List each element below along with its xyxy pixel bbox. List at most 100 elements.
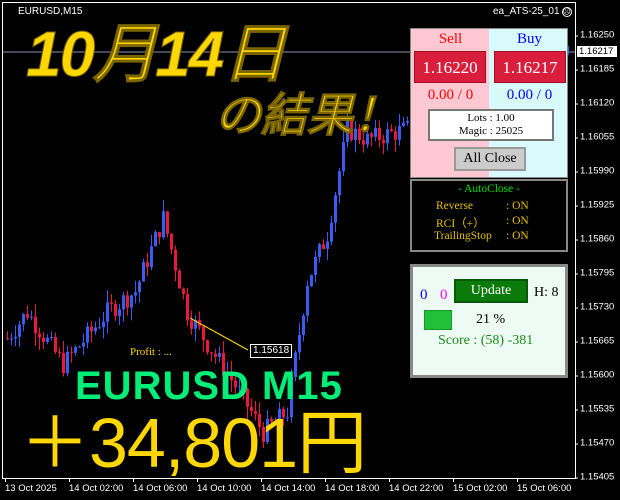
- candle-body: [174, 249, 177, 271]
- candle-body: [286, 417, 289, 419]
- candle-body: [406, 121, 409, 123]
- time-tick: 14 Oct 14:00: [261, 479, 316, 494]
- price-tick: 1.15665: [574, 335, 615, 347]
- trailingstop-value: : ON: [506, 230, 529, 242]
- candle-body: [126, 295, 129, 308]
- candle-body: [74, 347, 77, 353]
- magic-value: Magic : 25025: [458, 125, 524, 137]
- candle-body: [330, 222, 333, 242]
- candle-body: [30, 316, 33, 318]
- price-tick: 1.16250: [574, 29, 615, 41]
- candle-body: [90, 326, 93, 332]
- candle-body: [238, 386, 241, 388]
- current-price-label: 1.16217: [577, 46, 617, 57]
- candle-body: [190, 320, 193, 329]
- candle-body: [322, 244, 325, 249]
- candle-body: [162, 211, 165, 238]
- candle-body: [390, 129, 393, 132]
- h-value: H: 8: [534, 285, 559, 300]
- time-tick: 14 Oct 06:00: [133, 479, 188, 494]
- candle-body: [110, 302, 113, 305]
- autoclose-title: - AutoClose -: [458, 183, 520, 195]
- candle-body: [366, 133, 369, 145]
- candle-body: [6, 338, 9, 340]
- candle-body: [294, 352, 297, 377]
- price-tick: 1.15535: [574, 403, 615, 415]
- sell-header: Sell: [438, 31, 463, 47]
- candle-body: [370, 133, 373, 137]
- time-tick: 14 Oct 18:00: [325, 479, 380, 494]
- ea-name-text: ea_ATS-25_01: [493, 6, 560, 17]
- candle-body: [382, 139, 385, 144]
- candle-body: [314, 256, 317, 275]
- overlay-pair: EURUSD M15: [75, 364, 343, 408]
- buy-button[interactable]: 1.16217: [494, 51, 566, 83]
- candle-body: [226, 373, 229, 376]
- candle-body: [206, 340, 209, 353]
- order-price-label: 1.15618: [250, 344, 293, 358]
- sell-positions: 0.00 / 0: [427, 87, 474, 103]
- candle-body: [254, 411, 257, 414]
- candle-body: [302, 315, 305, 335]
- update-button[interactable]: Update: [454, 279, 528, 303]
- candle-body: [78, 346, 81, 348]
- candle-body: [62, 353, 65, 374]
- time-tick: 14 Oct 22:00: [389, 479, 444, 494]
- price-tick: 1.16185: [574, 63, 615, 75]
- candle-body: [38, 333, 41, 338]
- candle-body: [362, 140, 365, 145]
- reverse-label: Reverse: [436, 200, 474, 212]
- candle-body: [10, 338, 13, 340]
- candle-body: [338, 171, 341, 196]
- percent-value: 21 %: [476, 312, 506, 327]
- price-tick: 1.15860: [574, 233, 615, 245]
- profit-label: Profit : ...: [130, 346, 172, 358]
- price-tick: 1.15600: [574, 369, 615, 381]
- candle-body: [106, 302, 109, 322]
- price-tick: 1.15795: [574, 267, 615, 279]
- all-close-button[interactable]: All Close: [454, 147, 526, 171]
- candle-body: [50, 336, 53, 338]
- candle-body: [26, 314, 29, 318]
- candle-body: [334, 195, 337, 223]
- candle-body: [318, 244, 321, 257]
- candle-body: [222, 353, 225, 376]
- trailingstop-label: TrailingStop: [434, 230, 492, 242]
- price-tick: 1.15925: [574, 199, 615, 211]
- candle-body: [114, 304, 117, 317]
- candle-body: [94, 327, 97, 332]
- candle-body: [34, 316, 37, 334]
- candle-body: [150, 246, 153, 268]
- candle-body: [142, 262, 145, 282]
- candle-body: [210, 352, 213, 354]
- candle-body: [346, 119, 349, 142]
- progress-indicator: [424, 310, 452, 330]
- candle-body: [234, 380, 237, 388]
- time-tick: 14 Oct 10:00: [197, 479, 252, 494]
- candle-body: [82, 342, 85, 347]
- reverse-value: : ON: [506, 200, 529, 212]
- time-tick: 14 Oct 02:00: [69, 479, 124, 494]
- candle-body: [394, 131, 397, 140]
- candle-body: [138, 281, 141, 293]
- price-tick: 1.16055: [574, 131, 615, 143]
- lots-value: Lots : 1.00: [467, 112, 515, 124]
- candle-body: [186, 293, 189, 321]
- candle-body: [202, 326, 205, 341]
- candle-body: [98, 327, 101, 329]
- candle-body: [146, 262, 149, 268]
- candle-body: [66, 351, 69, 374]
- candle-body: [398, 125, 401, 140]
- candle-body: [282, 408, 285, 418]
- sell-button[interactable]: 1.16220: [414, 51, 486, 83]
- candle-body: [122, 295, 125, 310]
- candle-body: [298, 334, 301, 353]
- candle-body: [102, 321, 105, 328]
- candle-body: [230, 373, 233, 381]
- candle-body: [290, 376, 293, 418]
- candle-body: [58, 351, 61, 354]
- candle-body: [14, 336, 17, 339]
- candle-body: [218, 353, 221, 357]
- price-tick: 1.15990: [574, 165, 615, 177]
- candle-body: [166, 211, 169, 234]
